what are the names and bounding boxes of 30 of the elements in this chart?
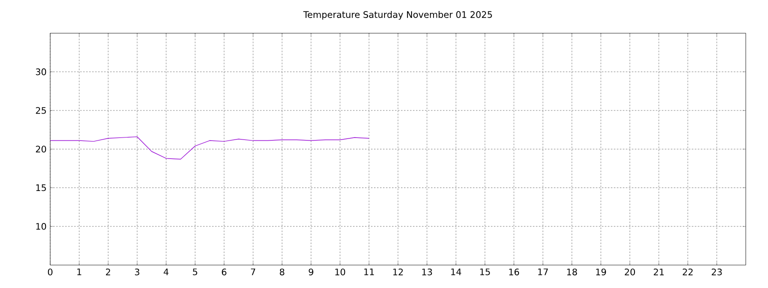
x-tick-label: 6 — [222, 268, 226, 276]
x-tick-label: 17 — [538, 268, 548, 275]
x-tick-label: 10 — [335, 268, 346, 276]
x-tick-label: 22 — [682, 268, 693, 276]
x-tick-label: 15 — [480, 268, 490, 276]
x-tick-label: 0 — [48, 268, 52, 276]
x-tick-label: 3 — [134, 268, 140, 276]
x-tick-label: 13 — [422, 268, 432, 276]
y-tick-label: 15 — [36, 184, 46, 191]
y-tick-label: 25 — [36, 106, 46, 114]
x-tick-label: 19 — [596, 268, 606, 276]
x-tick-label: 18 — [567, 268, 577, 276]
x-tick-label: 20 — [624, 268, 635, 276]
x-tick-label: 11 — [364, 268, 374, 275]
x-tick-label: 14 — [451, 268, 462, 275]
x-tick-label: 2 — [106, 268, 110, 276]
y-tick-label: 10 — [36, 222, 46, 230]
x-tick-label: 4 — [164, 268, 168, 275]
x-tick-label: 16 — [509, 268, 520, 276]
x-tick-label: 23 — [712, 268, 722, 276]
x-tick-label: 21 — [654, 268, 664, 276]
y-tick-label: 20 — [36, 146, 46, 152]
x-tick-label: 9 — [308, 268, 314, 276]
y-tick-label: 30 — [36, 68, 46, 76]
x-tick-label: 8 — [280, 268, 284, 276]
x-tick-label: 12 — [393, 268, 403, 276]
x-tick-label: 7 — [250, 268, 256, 275]
chart-title: Temperature Saturday November 01 2025 — [303, 10, 492, 20]
x-tick-label: 1 — [77, 268, 82, 275]
x-tick-label: 5 — [192, 268, 198, 276]
